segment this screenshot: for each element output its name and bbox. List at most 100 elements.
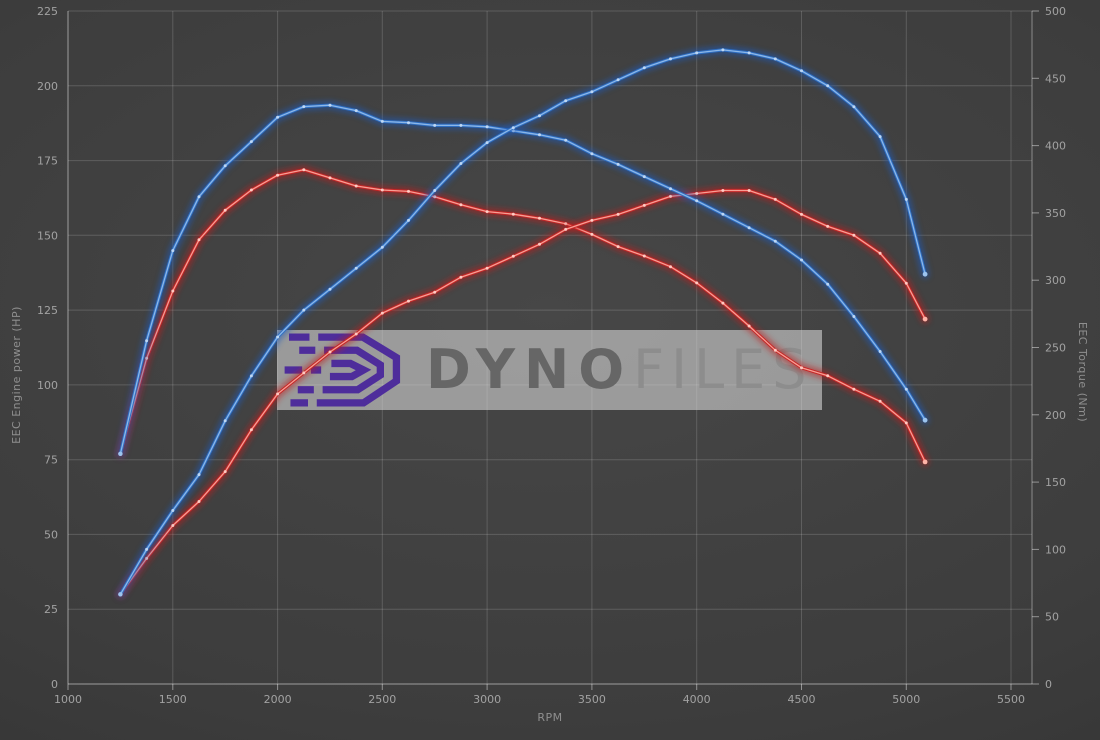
data-point [538, 114, 541, 118]
data-point [433, 189, 437, 192]
data-point [459, 203, 463, 207]
data-point [826, 224, 830, 228]
data-point [773, 197, 777, 201]
data-point [904, 387, 908, 391]
data-point [669, 57, 672, 61]
data-point [485, 210, 489, 214]
hp-tick-label: 0 [51, 678, 58, 691]
data-point [747, 189, 751, 192]
data-point [826, 84, 830, 88]
data-point [223, 470, 227, 474]
data-point [590, 152, 594, 156]
series-endpoint [922, 417, 928, 423]
x-axis-title: RPM [537, 711, 562, 724]
x-tick-label: 2500 [368, 693, 396, 706]
nm-tick-label: 250 [1045, 342, 1066, 355]
data-point [171, 524, 175, 527]
nm-tick-label: 50 [1045, 611, 1059, 624]
data-point [380, 119, 384, 123]
data-point [145, 339, 149, 343]
data-point [276, 173, 280, 177]
series-startpoint [118, 592, 123, 597]
hp-tick-label: 75 [44, 454, 58, 467]
data-point [328, 176, 332, 180]
data-point [590, 90, 594, 94]
data-point [904, 421, 908, 425]
data-point [302, 105, 306, 109]
hp-tick-label: 225 [37, 5, 58, 18]
left-axis-title: EEC Engine power (HP) [10, 306, 23, 444]
data-point [249, 428, 253, 432]
data-point [407, 299, 410, 303]
data-point [276, 335, 280, 339]
nm-tick-label: 100 [1045, 543, 1066, 556]
data-point [302, 371, 306, 375]
data-point [669, 194, 672, 198]
data-point [852, 105, 856, 109]
series-endpoint [922, 459, 928, 465]
data-point [354, 332, 358, 336]
data-point [904, 281, 908, 285]
data-point [590, 232, 594, 236]
x-tick-label: 4000 [683, 693, 711, 706]
data-point [223, 419, 227, 423]
data-point [669, 187, 672, 191]
data-point [695, 199, 699, 203]
nm-tick-label: 0 [1045, 678, 1052, 691]
data-point [433, 290, 437, 294]
nm-tick-label: 350 [1045, 207, 1066, 220]
nm-tick-label: 300 [1045, 274, 1066, 287]
series-endpoint [922, 316, 928, 322]
data-point [171, 249, 175, 253]
data-point [171, 509, 175, 512]
data-point [433, 123, 437, 127]
data-point [616, 212, 620, 216]
data-point [302, 308, 306, 312]
data-point [852, 387, 856, 391]
data-point [380, 188, 384, 192]
data-point [800, 69, 803, 73]
nm-tick-label: 200 [1045, 409, 1066, 422]
data-point [511, 126, 515, 130]
data-point [407, 189, 410, 193]
data-point [354, 266, 358, 270]
series-blue-power [115, 45, 930, 599]
data-point [407, 218, 410, 222]
data-point [459, 162, 463, 165]
data-point [459, 275, 463, 279]
data-point [302, 168, 306, 172]
data-point [878, 135, 882, 139]
data-point [721, 212, 725, 216]
x-tick-label: 1500 [159, 693, 187, 706]
nm-tick-label: 400 [1045, 140, 1066, 153]
data-point [564, 138, 568, 142]
data-point [695, 51, 699, 55]
data-point [773, 57, 777, 61]
series-blue-torque [115, 100, 930, 459]
data-point [695, 281, 699, 285]
data-point [407, 121, 410, 125]
data-point [380, 311, 384, 315]
series-red-torque [115, 165, 930, 467]
data-point [485, 125, 489, 129]
data-point [538, 133, 541, 137]
data-point [223, 164, 227, 168]
watermark-banner: Dyno Files [277, 330, 822, 410]
data-point [328, 287, 332, 291]
data-point [145, 547, 149, 551]
data-point [773, 348, 777, 352]
data-point [197, 500, 201, 503]
series-startpoint [118, 451, 123, 456]
data-point [852, 233, 856, 237]
x-tick-label: 2000 [264, 693, 292, 706]
x-tick-label: 3000 [473, 693, 501, 706]
data-point [878, 350, 882, 353]
data-point [511, 212, 515, 216]
brand-text-dyno: Dyno [426, 338, 634, 401]
data-point [642, 203, 646, 207]
data-point [669, 265, 672, 269]
data-point [276, 392, 280, 396]
data-point [249, 374, 253, 378]
